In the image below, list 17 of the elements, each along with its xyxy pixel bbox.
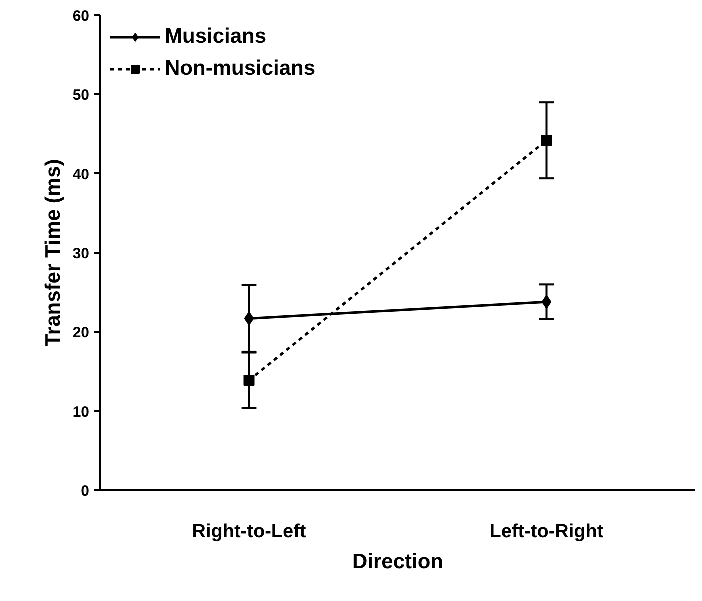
- y-axis-title: Transfer Time (ms): [42, 159, 65, 347]
- x-axis-title: Direction: [352, 550, 444, 574]
- legend-label: Musicians: [165, 25, 267, 49]
- point: [244, 374, 255, 386]
- y-tick-label: 60: [72, 8, 90, 25]
- point: [244, 312, 254, 326]
- point: [541, 135, 552, 146]
- x-tick-label: Right-to-Left: [192, 522, 307, 542]
- x-tick-label: Left-to-Right: [490, 522, 604, 542]
- y-tick-label: 20: [72, 324, 90, 342]
- y-tick-label: 0: [81, 483, 90, 500]
- y-tick-label: 10: [72, 404, 90, 421]
- y-tick-label: 30: [72, 246, 90, 262]
- legend-label: Non-musicians: [165, 57, 316, 81]
- y-tick-label: 40: [72, 166, 90, 184]
- y-tick-label: 50: [72, 87, 90, 104]
- point: [542, 295, 552, 310]
